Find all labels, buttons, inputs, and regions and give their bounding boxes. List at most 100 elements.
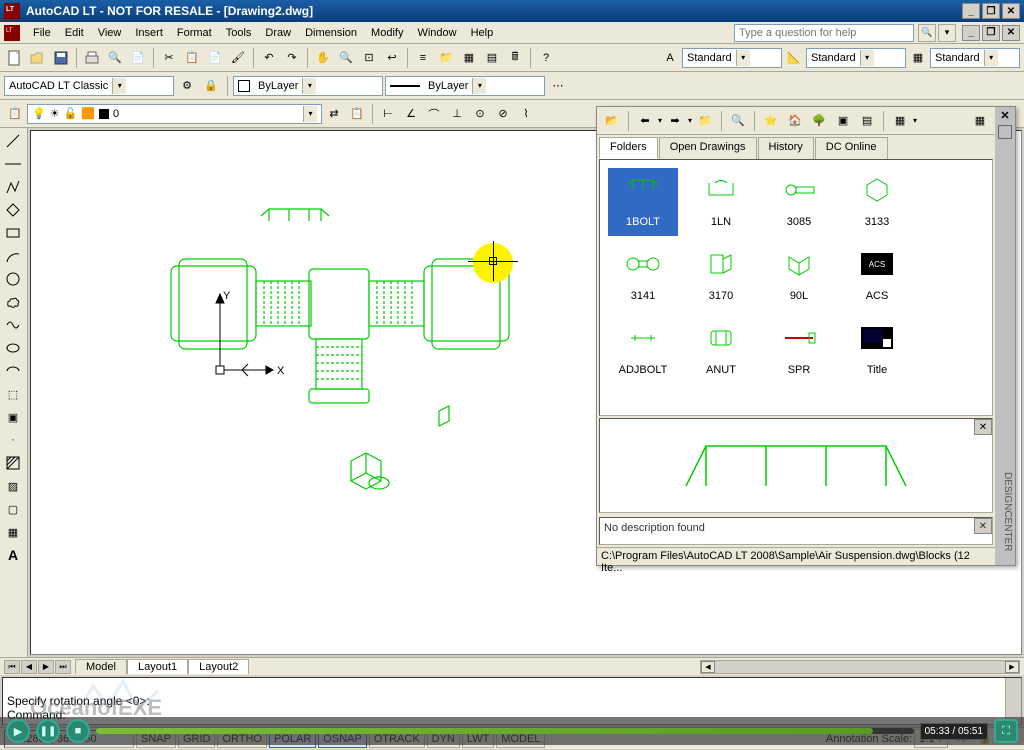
markup-icon[interactable]: ▤ <box>481 47 503 69</box>
rectangle-icon[interactable] <box>2 222 24 244</box>
insert-block-icon[interactable]: ⬚ <box>2 383 24 405</box>
dc-item-3141[interactable]: 3141 <box>608 242 678 310</box>
dim-diameter-icon[interactable]: ⊘ <box>492 103 514 125</box>
dc-back-icon[interactable]: ⬅ <box>634 110 656 132</box>
layout-tab-layout2[interactable]: Layout2 <box>188 659 249 674</box>
lineweight-dropdown[interactable]: ByLayer▾ <box>385 76 545 96</box>
dc-tree-icon[interactable]: 🌳 <box>808 110 830 132</box>
help-icon[interactable]: ? <box>535 47 557 69</box>
dc-autohide-icon[interactable]: ▦ <box>969 110 991 132</box>
plot-icon[interactable] <box>81 47 103 69</box>
xline-icon[interactable] <box>2 153 24 175</box>
spline-icon[interactable] <box>2 314 24 336</box>
menu-dimension[interactable]: Dimension <box>298 24 364 42</box>
dc-close-button[interactable]: ✕ <box>995 107 1015 123</box>
dc-preview-toggle-icon[interactable]: ▣ <box>832 110 854 132</box>
dim-style-dropdown[interactable]: Standard▾ <box>806 48 906 68</box>
minimize-button[interactable]: _ <box>962 3 980 19</box>
line-icon[interactable] <box>2 130 24 152</box>
dim-linear-icon[interactable]: ⊢ <box>377 103 399 125</box>
stop-button[interactable]: ■ <box>66 719 90 743</box>
dc-item-3170[interactable]: 3170 <box>686 242 756 310</box>
dc-up-icon[interactable]: 📁 <box>694 110 716 132</box>
save-icon[interactable] <box>50 47 72 69</box>
dc-item-3085[interactable]: 3085 <box>764 168 834 236</box>
menu-help[interactable]: Help <box>464 24 501 42</box>
zoom-previous-icon[interactable]: ↩ <box>381 47 403 69</box>
dc-favorites-icon[interactable]: ⭐ <box>760 110 782 132</box>
ellipse-arc-icon[interactable] <box>2 360 24 382</box>
text-style-icon[interactable]: A <box>659 47 681 69</box>
dc-load-icon[interactable]: 📂 <box>601 110 623 132</box>
dim-style-icon[interactable]: 📐 <box>783 47 805 69</box>
arc-icon[interactable] <box>2 245 24 267</box>
fullscreen-button[interactable]: ⛶ <box>994 719 1018 743</box>
menu-draw[interactable]: Draw <box>258 24 298 42</box>
dc-desc-close-button[interactable]: ✕ <box>974 518 992 534</box>
dim-arc-icon[interactable]: ⌒ <box>423 103 445 125</box>
hatch-icon[interactable] <box>2 452 24 474</box>
menu-view[interactable]: View <box>91 24 129 42</box>
color-dropdown[interactable]: ByLayer▾ <box>233 76 383 96</box>
dim-jogged-icon[interactable]: ⌇ <box>515 103 537 125</box>
mdi-icon[interactable] <box>4 25 20 41</box>
zoom-realtime-icon[interactable]: 🔍 <box>335 47 357 69</box>
menu-window[interactable]: Window <box>410 24 463 42</box>
pause-button[interactable]: ❚❚ <box>36 719 60 743</box>
dc-search-icon[interactable]: 🔍 <box>727 110 749 132</box>
circle-icon[interactable] <box>2 268 24 290</box>
calc-icon[interactable]: 🖩 <box>504 47 526 69</box>
dc-item-1ln[interactable]: 1LN <box>686 168 756 236</box>
mtext-icon[interactable]: A <box>2 544 24 566</box>
dc-tab-dc-online[interactable]: DC Online <box>815 137 888 159</box>
designcenter-icon[interactable]: 📁 <box>435 47 457 69</box>
paste-icon[interactable]: 📄 <box>204 47 226 69</box>
help-search-input[interactable] <box>734 24 914 42</box>
make-block-icon[interactable]: ▣ <box>2 406 24 428</box>
horizontal-scrollbar[interactable]: ◀▶ <box>700 660 1020 674</box>
tab-next-button[interactable]: ▶ <box>38 660 54 674</box>
menu-edit[interactable]: Edit <box>58 24 91 42</box>
properties-icon[interactable]: ≡ <box>412 47 434 69</box>
polygon-icon[interactable] <box>2 199 24 221</box>
revcloud-icon[interactable] <box>2 291 24 313</box>
cut-icon[interactable]: ✂ <box>158 47 180 69</box>
dc-item-1bolt[interactable]: 1BOLT <box>608 168 678 236</box>
mdi-close-button[interactable]: ✕ <box>1002 25 1020 41</box>
dc-item-3133[interactable]: 3133 <box>842 168 912 236</box>
plot-preview-icon[interactable]: 🔍 <box>104 47 126 69</box>
dim-radius-icon[interactable]: ⊙ <box>469 103 491 125</box>
progress-bar[interactable] <box>96 728 914 734</box>
gradient-icon[interactable]: ▨ <box>2 475 24 497</box>
dc-block-list[interactable]: 1BOLT 1LN 3085 3133 3141 3170 90L ACSACS… <box>599 159 993 416</box>
dc-tab-history[interactable]: History <box>758 137 814 159</box>
workspace-lock-icon[interactable]: 🔒 <box>200 75 222 97</box>
menu-format[interactable]: Format <box>170 24 219 42</box>
dc-item-title[interactable]: Title <box>842 316 912 384</box>
pan-icon[interactable]: ✋ <box>312 47 334 69</box>
dc-home-icon[interactable]: 🏠 <box>784 110 806 132</box>
help-search-icon[interactable]: 🔍 <box>918 24 936 42</box>
mdi-restore-button[interactable]: ❐ <box>982 25 1000 41</box>
mdi-minimize-button[interactable]: _ <box>962 25 980 41</box>
tab-first-button[interactable]: ⏮ <box>4 660 20 674</box>
table-style-dropdown[interactable]: Standard▾ <box>930 48 1020 68</box>
zoom-window-icon[interactable]: ⊡ <box>358 47 380 69</box>
table-icon[interactable]: ▦ <box>2 521 24 543</box>
new-icon[interactable] <box>4 47 26 69</box>
text-style-dropdown[interactable]: Standard▾ <box>682 48 782 68</box>
tool-palettes-icon[interactable]: ▦ <box>458 47 480 69</box>
dim-angular-icon[interactable]: ∠ <box>400 103 422 125</box>
table-style-icon[interactable]: ▦ <box>907 47 929 69</box>
ellipse-icon[interactable] <box>2 337 24 359</box>
redo-icon[interactable]: ↷ <box>281 47 303 69</box>
region-icon[interactable]: ▢ <box>2 498 24 520</box>
restore-button[interactable]: ❐ <box>982 3 1000 19</box>
dim-ordinate-icon[interactable]: ⊥ <box>446 103 468 125</box>
dc-preview-close-button[interactable]: ✕ <box>974 419 992 435</box>
dc-item-90l[interactable]: 90L <box>764 242 834 310</box>
dc-forward-icon[interactable]: ➡ <box>664 110 686 132</box>
close-button[interactable]: ✕ <box>1002 3 1020 19</box>
dc-description-toggle-icon[interactable]: ▤ <box>856 110 878 132</box>
workspace-settings-icon[interactable]: ⚙ <box>176 75 198 97</box>
